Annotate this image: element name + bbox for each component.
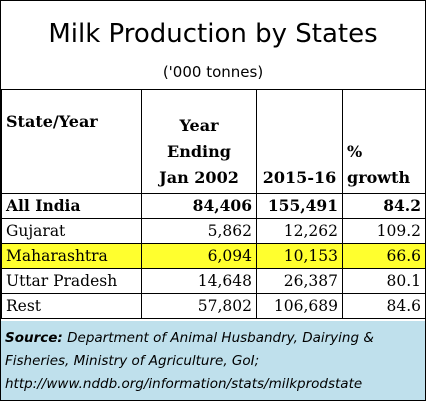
header-year-line1: Year: [179, 116, 219, 135]
year-2002-cell: 5,862: [141, 218, 257, 244]
page-title: Milk Production by States: [48, 19, 378, 49]
units-subtitle: ('000 tonnes): [162, 63, 264, 81]
year-2016-cell: 10,153: [256, 243, 343, 269]
header-state-year: State/Year: [1, 89, 142, 194]
year-2016-cell: 26,387: [256, 268, 343, 294]
header-2015-16: 2015-16: [256, 89, 343, 194]
table-row: Uttar Pradesh 14,648 26,387 80.1: [1, 268, 425, 294]
year-2002-cell: 6,094: [141, 243, 257, 269]
source-text: Department of Animal Husbandry, Dairying…: [5, 330, 374, 392]
year-2016-cell: 106,689: [256, 293, 343, 319]
growth-cell: 84.6: [342, 293, 425, 319]
header-growth: % growth: [342, 89, 425, 194]
year-2002-cell: 14,648: [141, 268, 257, 294]
state-cell: Rest: [1, 293, 142, 319]
table-row: All India 84,406 155,491 84.2: [1, 193, 425, 219]
milk-production-table: State/Year Year Ending Jan 2002 2015-16 …: [1, 89, 425, 319]
header-year-line3: Jan 2002: [159, 168, 239, 187]
state-cell: Gujarat: [1, 218, 142, 244]
year-2002-cell: 84,406: [141, 193, 257, 219]
table-body: All India 84,406 155,491 84.2 Gujarat 5,862 12…: [1, 193, 425, 319]
source-note: Source: Department of Animal Husbandry, …: [1, 321, 425, 400]
growth-cell: 80.1: [342, 268, 425, 294]
state-cell: Maharashtra: [1, 243, 142, 269]
growth-cell: 66.6: [342, 243, 425, 269]
header-growth-line1: %: [347, 142, 363, 161]
header-year-line2: Ending: [167, 142, 231, 161]
table-row: Maharashtra 6,094 10,153 66.6: [1, 243, 425, 269]
year-2016-cell: 155,491: [256, 193, 343, 219]
growth-cell: 109.2: [342, 218, 425, 244]
year-2016-cell: 12,262: [256, 218, 343, 244]
table-header-row: State/Year Year Ending Jan 2002 2015-16 …: [1, 89, 425, 194]
state-cell: All India: [1, 193, 142, 219]
source-label: Source:: [5, 330, 63, 346]
table-row: Rest 57,802 106,689 84.6: [1, 293, 425, 319]
table-row: Gujarat 5,862 12,262 109.2: [1, 218, 425, 244]
year-2002-cell: 57,802: [141, 293, 257, 319]
header-year-ending: Year Ending Jan 2002: [141, 89, 257, 194]
state-cell: Uttar Pradesh: [1, 268, 142, 294]
header-growth-line2: growth: [347, 168, 411, 187]
growth-cell: 84.2: [342, 193, 425, 219]
